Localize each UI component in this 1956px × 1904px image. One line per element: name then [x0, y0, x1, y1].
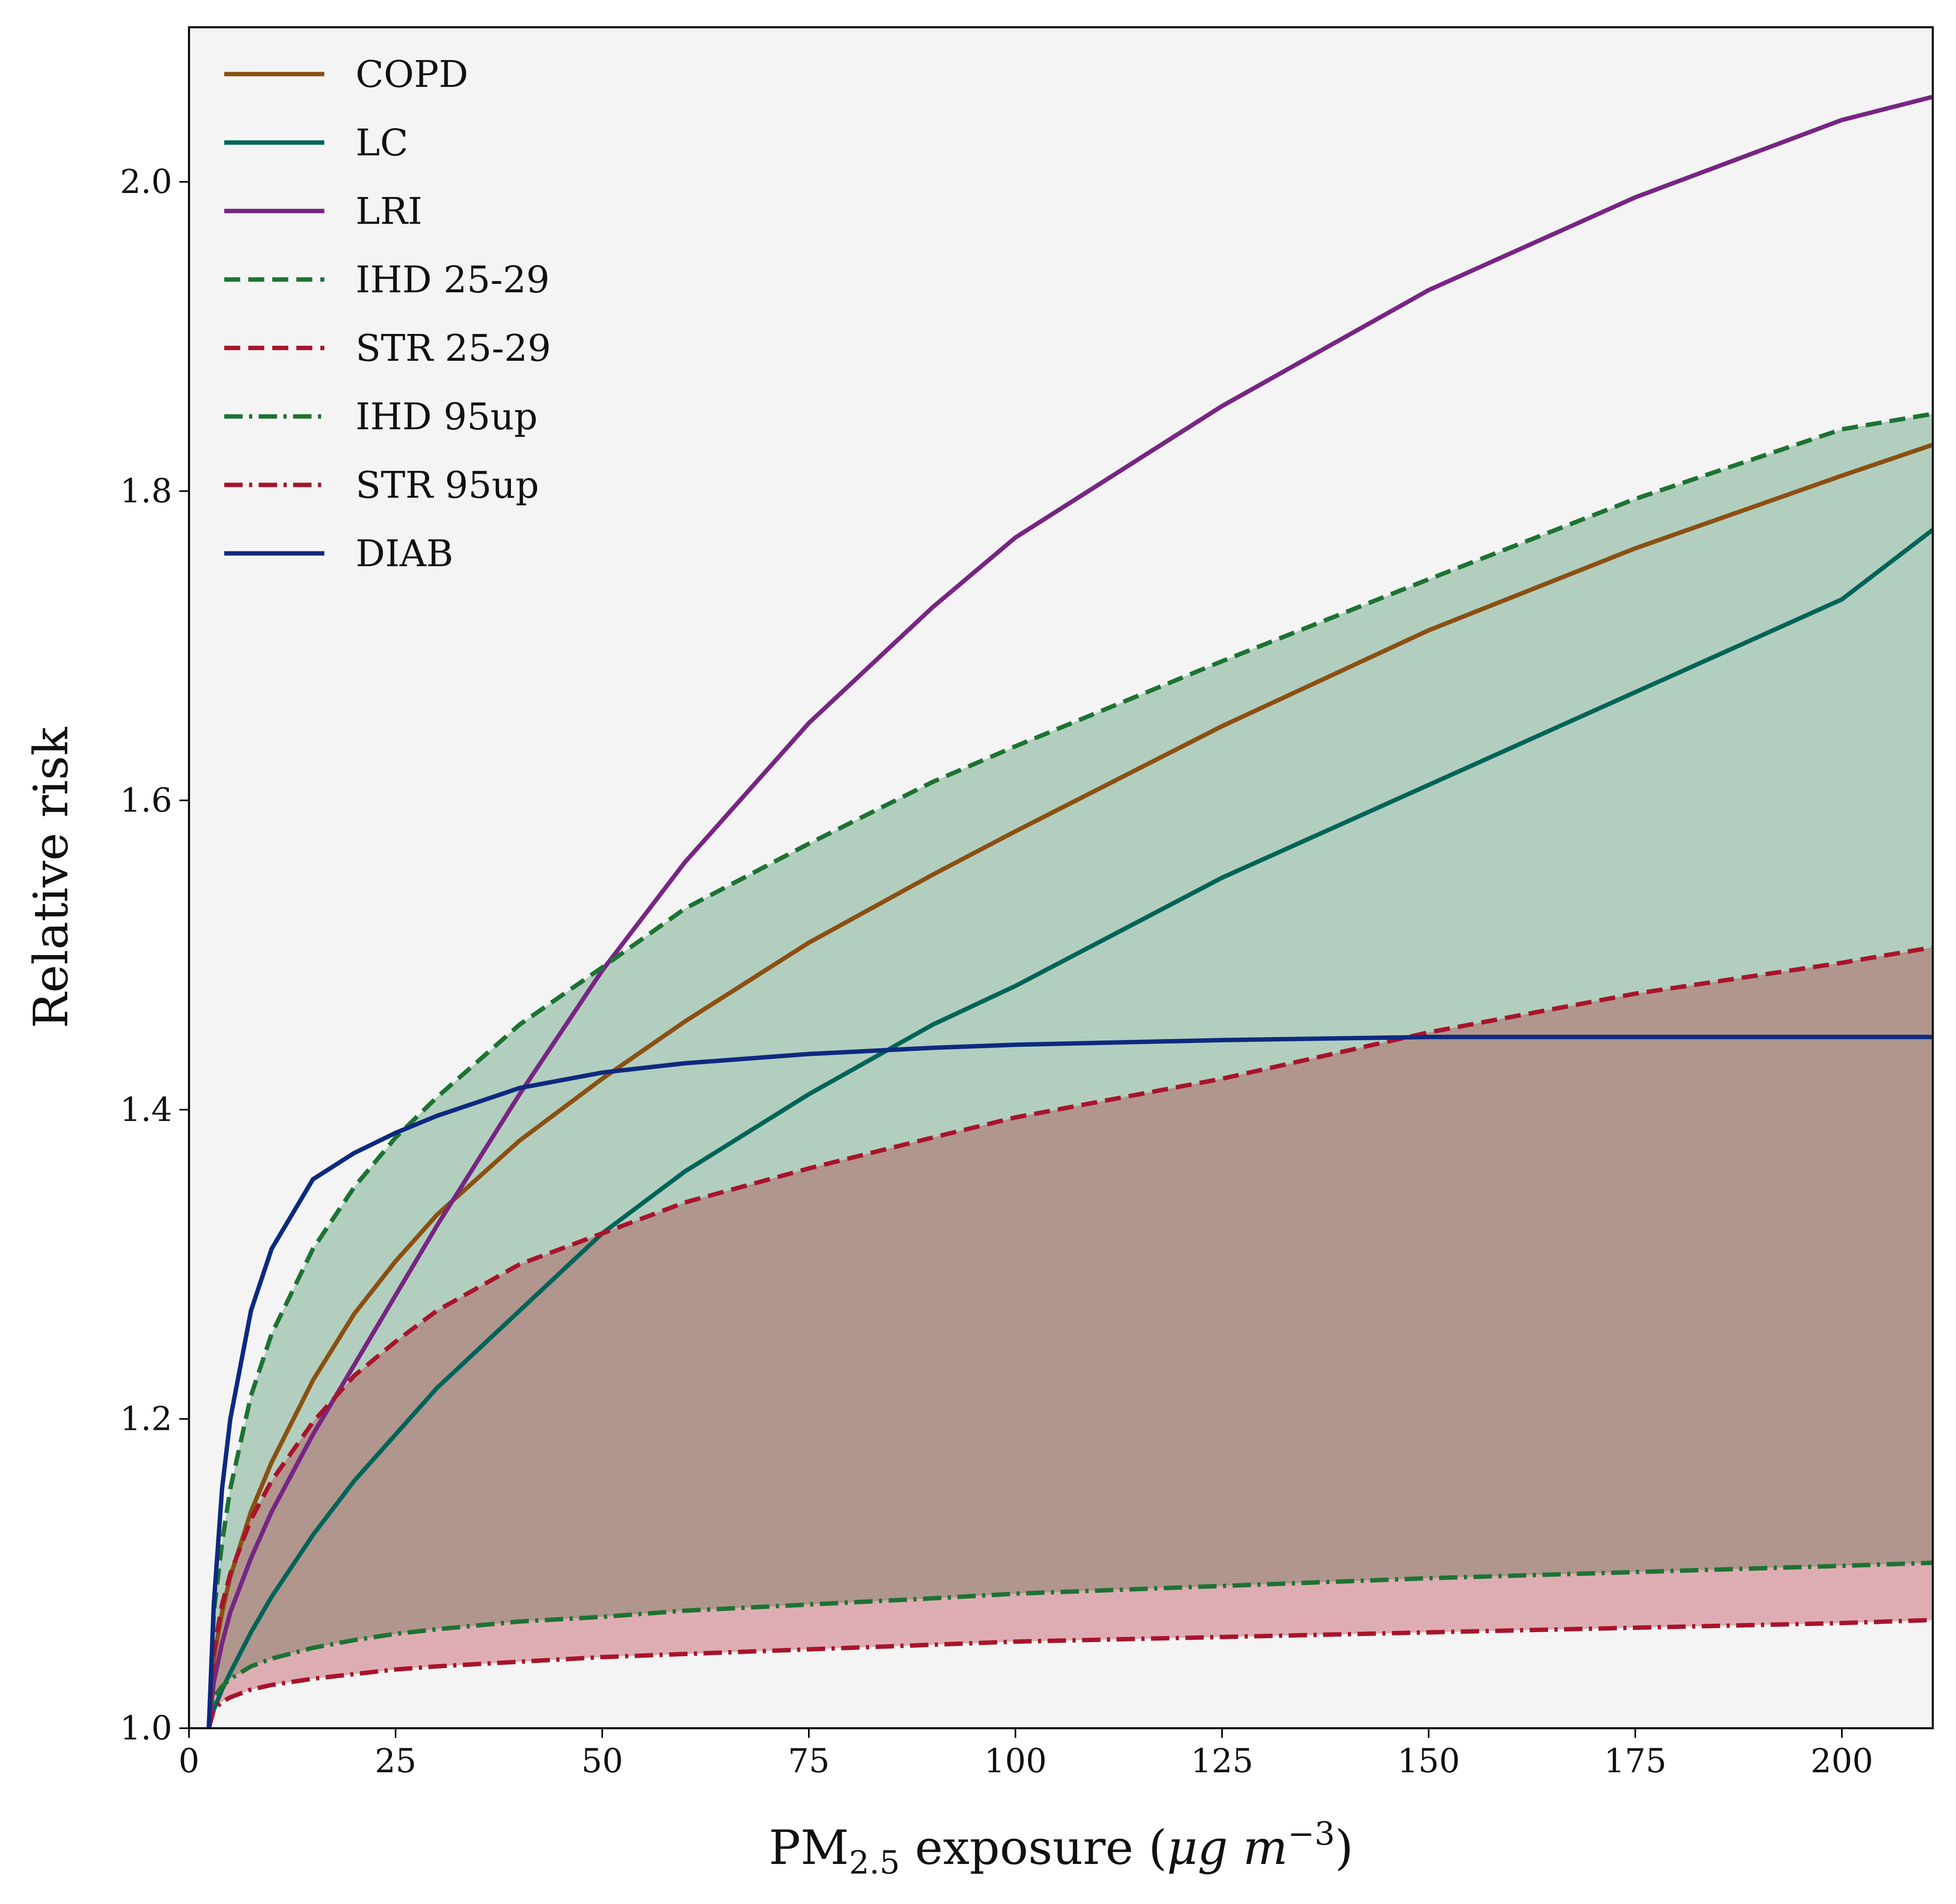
- x-tick-label-200: 200: [1811, 1742, 1874, 1780]
- plot-frame: [188, 26, 1934, 1729]
- legend-label-lc: LC: [356, 121, 408, 164]
- series-line-diab: [207, 1035, 1933, 1729]
- y-tick-label-2-0: 2.0: [120, 163, 172, 201]
- x-axis-title-pm: PM: [769, 1820, 849, 1875]
- legend-label-ihd-25-29: IHD 25-29: [356, 258, 550, 301]
- x-tick-label-150: 150: [1397, 1742, 1460, 1780]
- x-axis-title-close: ): [1335, 1820, 1353, 1875]
- y-tick-label-1-8: 1.8: [120, 472, 172, 511]
- series-line-ihd-25-29: [207, 412, 1933, 1729]
- band-ihd-95up-to-str-25-29: [209, 947, 1933, 1728]
- legend-label-str-95up: STR 95up: [356, 464, 539, 507]
- x-tick-label-75: 75: [788, 1742, 830, 1780]
- band-str-95up-to-ihd-95up: [209, 1562, 1933, 1728]
- confidence-bands: [209, 414, 1933, 1728]
- x-axis-title-unit-exp: −3: [1288, 1815, 1335, 1852]
- series-line-str-95up: [207, 1618, 1933, 1729]
- series-lines: [207, 94, 1934, 1729]
- x-tick-label-175: 175: [1604, 1742, 1667, 1780]
- x-axis-title: PM2.5 exposure (μg m−3): [769, 1815, 1353, 1881]
- y-axis-ticks: 1.0 1.2 1.4 1.6 1.8 2.0: [120, 163, 189, 1747]
- y-tick-label-1-2: 1.2: [120, 1400, 172, 1438]
- y-axis-title: Relative risk: [23, 726, 78, 1028]
- x-tick-label-100: 100: [984, 1742, 1047, 1780]
- x-axis-title-space: [1228, 1820, 1243, 1875]
- series-line-str-25-29: [207, 945, 1933, 1729]
- x-axis-title-unit-m: m: [1243, 1820, 1288, 1875]
- x-tick-label-50: 50: [581, 1742, 623, 1780]
- x-axis-title-sub: 2.5: [849, 1844, 900, 1881]
- legend: COPD LC LRI IHD 25-29 STR 25-29 IHD 95up STR 9…: [224, 53, 551, 575]
- x-tick-label-0: 0: [179, 1742, 199, 1780]
- y-tick-label-1-6: 1.6: [120, 782, 172, 820]
- x-tick-label-25: 25: [375, 1742, 416, 1780]
- series-line-lc: [207, 528, 1934, 1729]
- y-tick-label-1-4: 1.4: [120, 1091, 172, 1129]
- legend-label-ihd-95up: IHD 95up: [356, 395, 538, 438]
- band-str-25-29-to-ihd-25-29: [209, 414, 1933, 1728]
- legend-label-str-25-29: STR 25-29: [356, 327, 551, 370]
- x-axis-ticks: 0 25 50 75 100 125 150 175 200: [179, 1728, 1873, 1780]
- legend-label-lri: LRI: [356, 190, 422, 233]
- y-tick-label-1-0: 1.0: [120, 1709, 172, 1747]
- series-line-ihd-95up: [207, 1560, 1933, 1729]
- x-axis-title-unit-mu: μg: [1167, 1820, 1228, 1875]
- legend-label-copd: COPD: [356, 53, 468, 96]
- series-line-lri: [207, 94, 1934, 1729]
- legend-label-diab: DIAB: [356, 532, 453, 575]
- x-axis-title-rest: exposure (: [900, 1820, 1167, 1875]
- x-tick-label-125: 125: [1191, 1742, 1254, 1780]
